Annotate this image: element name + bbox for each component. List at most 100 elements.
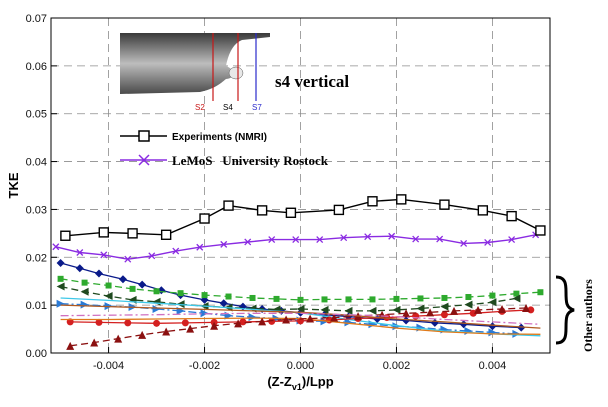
svg-text:Experiments (NMRI): Experiments (NMRI) — [172, 132, 267, 143]
data-point — [90, 338, 99, 347]
series-10 — [60, 304, 541, 329]
data-point — [98, 227, 109, 238]
data-point — [498, 304, 507, 313]
series-1 — [52, 231, 540, 263]
y-tick-label: 0.03 — [26, 204, 47, 216]
data-point — [152, 297, 161, 306]
data-point — [200, 309, 209, 318]
side-note: Other authors — [581, 279, 595, 352]
station-label-s2: S2 — [195, 103, 205, 112]
data-point — [248, 313, 257, 322]
data-point — [160, 229, 172, 240]
series-11 — [60, 312, 541, 325]
y-tick-label: 0.01 — [26, 300, 47, 312]
data-point — [436, 235, 444, 243]
data-point — [220, 240, 228, 248]
data-point — [56, 282, 65, 291]
hull-shape — [120, 33, 270, 94]
data-point — [285, 207, 297, 218]
data-point — [537, 289, 544, 296]
data-point — [506, 210, 517, 222]
data-point — [234, 319, 243, 328]
y-tick-label: 0.00 — [26, 348, 47, 360]
data-point — [388, 232, 396, 240]
data-point — [138, 330, 147, 339]
data-point — [148, 252, 156, 260]
data-point — [56, 259, 65, 268]
x-tick-label: -0.002 — [189, 360, 220, 372]
series-line — [60, 285, 517, 312]
data-point — [477, 205, 489, 216]
series-3 — [57, 275, 544, 303]
data-point — [124, 255, 132, 263]
data-point — [512, 294, 521, 303]
data-point — [296, 304, 305, 313]
data-point — [450, 306, 459, 315]
series-layer — [52, 194, 546, 350]
data-point — [430, 318, 439, 327]
x-tick-label: 0.000 — [287, 360, 315, 372]
data-point — [368, 306, 377, 315]
data-point — [367, 196, 378, 207]
data-point — [460, 239, 468, 247]
data-point — [66, 341, 75, 350]
other-authors-annotation: Other authors — [555, 275, 595, 352]
data-point — [57, 275, 64, 282]
data-point — [396, 194, 407, 205]
data-point — [417, 295, 424, 302]
data-point — [172, 247, 180, 255]
data-point — [439, 199, 450, 210]
data-point — [138, 280, 147, 289]
data-point — [177, 290, 184, 297]
data-point — [459, 320, 468, 329]
series-line — [60, 304, 541, 329]
data-point — [488, 298, 497, 307]
data-point — [201, 292, 208, 299]
data-point — [256, 205, 268, 216]
data-point — [412, 312, 420, 320]
x-tick-label: 0.004 — [479, 360, 507, 372]
data-point — [100, 251, 108, 259]
brace-icon — [555, 275, 575, 345]
y-tick-label: 0.02 — [26, 252, 47, 264]
data-point — [412, 235, 420, 243]
data-point — [273, 295, 280, 302]
data-point — [393, 295, 400, 302]
inset-title: s4 vertical — [275, 72, 349, 91]
data-point — [440, 302, 449, 311]
data-point — [244, 238, 252, 246]
data-point — [225, 293, 232, 300]
data-point — [416, 304, 425, 313]
data-point — [239, 318, 247, 326]
data-point — [368, 320, 377, 329]
data-point — [52, 243, 60, 251]
station-label-s4: S4 — [223, 103, 233, 112]
data-point — [292, 236, 300, 244]
data-point — [104, 292, 113, 301]
data-point — [441, 294, 448, 301]
series-line — [60, 278, 541, 301]
data-point — [364, 233, 372, 241]
data-point — [517, 323, 526, 332]
data-point — [392, 305, 401, 314]
data-point — [219, 299, 228, 308]
data-point — [369, 296, 376, 303]
data-point — [344, 306, 353, 315]
x-tick-label: 0.002 — [383, 360, 411, 372]
data-point — [80, 287, 89, 296]
data-point — [153, 319, 161, 327]
data-point — [282, 315, 291, 324]
data-point — [127, 228, 138, 239]
y-tick-label: 0.04 — [26, 157, 47, 169]
data-point — [118, 275, 127, 284]
data-point — [320, 305, 329, 314]
data-point — [268, 317, 276, 325]
data-point — [105, 282, 112, 289]
y-axis-label: TKE — [6, 172, 21, 198]
series-9 — [66, 304, 531, 350]
data-point — [330, 313, 339, 322]
data-point — [81, 279, 88, 286]
data-point — [249, 294, 256, 301]
y-ticks: 0.00 0.01 0.02 0.03 0.04 0.05 0.06 0.07 — [26, 13, 57, 360]
svg-text:LeMoS University Rostock: LeMoS University Rostock — [172, 153, 329, 168]
